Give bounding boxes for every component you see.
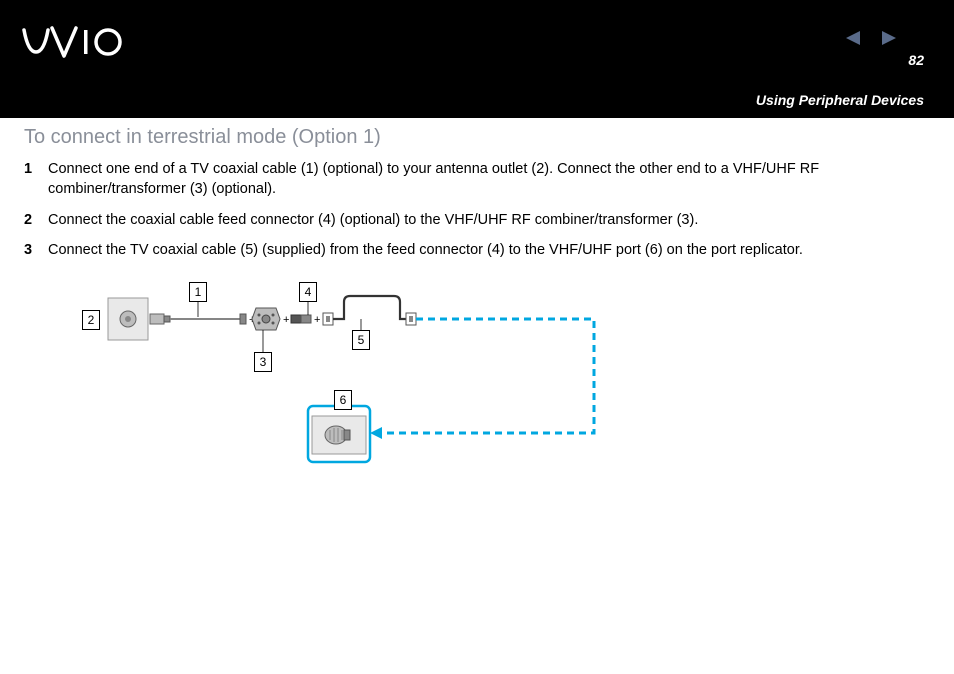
step-number: 2 bbox=[24, 210, 48, 230]
nav-arrows[interactable] bbox=[846, 30, 896, 51]
step-item: 3 Connect the TV coaxial cable (5) (supp… bbox=[24, 240, 930, 260]
step-number: 1 bbox=[24, 159, 48, 200]
diagram-label-2: 2 bbox=[82, 310, 100, 330]
connection-diagram: + + + bbox=[54, 278, 614, 478]
diagram-label-4: 4 bbox=[299, 282, 317, 302]
step-text: Connect the coaxial cable feed connector… bbox=[48, 210, 698, 230]
step-item: 1 Connect one end of a TV coaxial cable … bbox=[24, 159, 930, 200]
diagram-label-5: 5 bbox=[352, 330, 370, 350]
step-list: 1 Connect one end of a TV coaxial cable … bbox=[24, 159, 930, 260]
vaio-logo bbox=[22, 26, 132, 66]
page-heading: To connect in terrestrial mode (Option 1… bbox=[24, 126, 930, 149]
diagram-label-3: 3 bbox=[254, 352, 272, 372]
diagram-label-6: 6 bbox=[334, 390, 352, 410]
content-area: To connect in terrestrial mode (Option 1… bbox=[0, 118, 954, 478]
header-bar: 82 Using Peripheral Devices bbox=[0, 0, 954, 118]
page-number: 82 bbox=[908, 52, 924, 68]
section-name: Using Peripheral Devices bbox=[756, 92, 924, 108]
svg-text:+: + bbox=[283, 314, 289, 326]
step-text: Connect one end of a TV coaxial cable (1… bbox=[48, 159, 930, 200]
step-text: Connect the TV coaxial cable (5) (suppli… bbox=[48, 240, 803, 260]
step-number: 3 bbox=[24, 240, 48, 260]
step-item: 2 Connect the coaxial cable feed connect… bbox=[24, 210, 930, 230]
svg-text:+: + bbox=[314, 314, 320, 326]
diagram-label-1: 1 bbox=[189, 282, 207, 302]
